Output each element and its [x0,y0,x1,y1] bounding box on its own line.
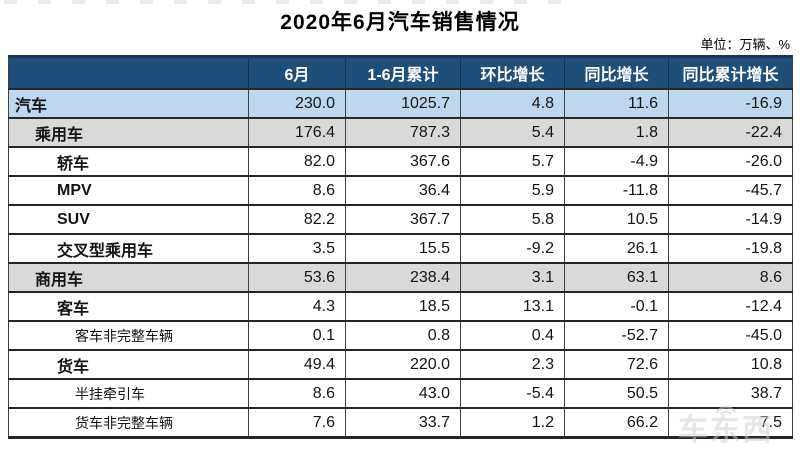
cell-value: 8.6 [248,378,346,408]
cell-value: 8.6 [668,262,793,292]
cell-value: 238.4 [345,262,461,292]
table-row: 半挂牵引车 8.6 43.0 -5.4 50.5 38.7 [8,378,793,408]
table-row: 汽车 230.0 1025.7 4.8 11.6 -16.9 [8,88,793,118]
row-label: 客车 [8,291,249,321]
cell-value: 18.5 [345,291,461,321]
cell-value: 4.3 [248,291,346,321]
cell-value: 82.2 [248,204,346,234]
table-header-row: 6月 1-6月累计 环比增长 同比增长 同比累计增长 [8,56,793,89]
table-row: 货车非完整车辆 7.6 33.7 1.2 66.2 7.5 [8,407,793,438]
row-label: 汽车 [8,88,249,118]
cell-value: 5.4 [460,117,565,147]
cell-value: 82.0 [248,146,346,176]
cell-value: -19.8 [668,233,793,263]
row-label: 货车非完整车辆 [8,407,249,438]
row-label: SUV [8,204,249,234]
unit-note: 单位：万辆、% [700,37,790,52]
column-header-category [8,56,249,89]
cell-value: 1.2 [460,407,565,438]
cell-value: 50.5 [564,378,669,408]
cell-value: 26.1 [564,233,669,263]
sales-table: 6月 1-6月累计 环比增长 同比增长 同比累计增长 汽车 230.0 1025.7 4.8 1… [8,55,793,439]
cell-value: 787.3 [345,117,461,147]
cell-value: 5.9 [460,175,565,205]
table-row: 交叉型乘用车 3.5 15.5 -9.2 26.1 -19.8 [8,233,793,263]
cell-value: 8.6 [248,175,346,205]
cell-value: 33.7 [345,407,461,438]
cell-value: 7.6 [248,407,346,438]
cell-value: 2.3 [460,349,565,379]
table-row: 货车 49.4 220.0 2.3 72.6 10.8 [8,349,793,379]
cell-value: 230.0 [248,88,346,118]
column-header-2: 环比增长 [460,56,565,89]
cell-value: 0.4 [460,320,565,350]
cell-value: 0.8 [345,320,461,350]
cell-value: 66.2 [564,407,669,438]
cell-value: -45.7 [668,175,793,205]
cell-value: 10.8 [668,349,793,379]
cell-value: -22.4 [668,117,793,147]
row-label: 半挂牵引车 [8,378,249,408]
table-row: SUV 82.2 367.7 5.8 10.5 -14.9 [8,204,793,234]
cell-value: 43.0 [345,378,461,408]
cell-value: 176.4 [248,117,346,147]
cell-value: 63.1 [564,262,669,292]
cell-value: -5.4 [460,378,565,408]
cell-value: 1.8 [564,117,669,147]
cell-value: 3.1 [460,262,565,292]
cell-value: 367.7 [345,204,461,234]
cell-value: 15.5 [345,233,461,263]
cell-value: 13.1 [460,291,565,321]
row-label: 轿车 [8,146,249,176]
table-row: 客车 4.3 18.5 13.1 -0.1 -12.4 [8,291,793,321]
row-label: 乘用车 [8,117,249,147]
cell-value: 11.6 [564,88,669,118]
page-title: 2020年6月汽车销售情况 [280,11,520,34]
cell-value: 36.4 [345,175,461,205]
cell-value: 1025.7 [345,88,461,118]
cropped-text-fragment [4,0,564,4]
cell-value: -52.7 [564,320,669,350]
cell-value: 5.7 [460,146,565,176]
cell-value: 7.5 [668,407,793,438]
cell-value: 220.0 [345,349,461,379]
column-header-3: 同比增长 [564,56,669,89]
cell-value: 72.6 [564,349,669,379]
cell-value: 49.4 [248,349,346,379]
cell-value: -12.4 [668,291,793,321]
cell-value: -0.1 [564,291,669,321]
cell-value: -16.9 [668,88,793,118]
cell-value: -45.0 [668,320,793,350]
cell-value: 38.7 [668,378,793,408]
row-label: MPV [8,175,249,205]
cell-value: 4.8 [460,88,565,118]
table-row: 轿车 82.0 367.6 5.7 -4.9 -26.0 [8,146,793,176]
row-label: 交叉型乘用车 [8,233,249,263]
table-row: 乘用车 176.4 787.3 5.4 1.8 -22.4 [8,117,793,147]
cell-value: -11.8 [564,175,669,205]
table-row: 客车非完整车辆 0.1 0.8 0.4 -52.7 -45.0 [8,320,793,350]
row-label: 客车非完整车辆 [8,320,249,350]
cell-value: 10.5 [564,204,669,234]
cell-value: 5.8 [460,204,565,234]
column-header-1: 1-6月累计 [345,56,461,89]
cell-value: 3.5 [248,233,346,263]
cell-value: 53.6 [248,262,346,292]
cell-value: -4.9 [564,146,669,176]
cell-value: 367.6 [345,146,461,176]
cell-value: -26.0 [668,146,793,176]
column-header-0: 6月 [248,56,346,89]
column-header-4: 同比累计增长 [668,56,793,89]
row-label: 商用车 [8,262,249,292]
cell-value: 0.1 [248,320,346,350]
row-label: 货车 [8,349,249,379]
cell-value: -14.9 [668,204,793,234]
table-row: MPV 8.6 36.4 5.9 -11.8 -45.7 [8,175,793,205]
cell-value: -9.2 [460,233,565,263]
table-row: 商用车 53.6 238.4 3.1 63.1 8.6 [8,262,793,292]
